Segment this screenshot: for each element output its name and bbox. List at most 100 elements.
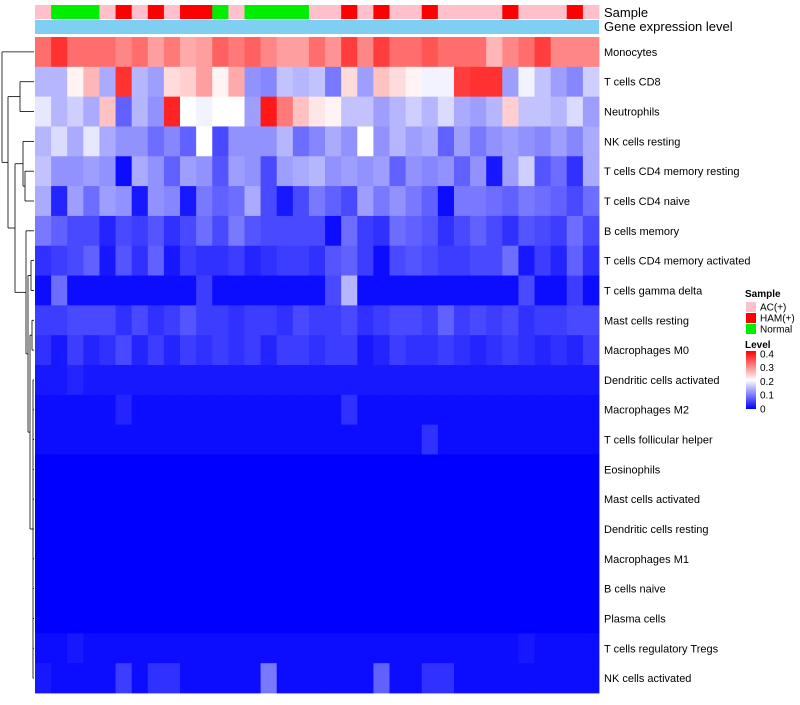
heatmap-cell [228,66,245,98]
heatmap-cell [292,186,310,217]
heatmap-cell [325,454,342,485]
heatmap-cell [373,245,390,276]
heatmap-cell [357,37,374,68]
sample-annotation-cell [389,5,407,19]
heatmap-cell [453,663,471,694]
heatmap-cell [292,573,310,604]
heatmap-cell [228,126,245,157]
heatmap-cell [51,514,68,545]
heatmap-cell [163,335,181,366]
heatmap-cell [276,186,294,217]
heatmap-cell [373,365,390,396]
heatmap-cell [196,305,213,336]
heatmap-cell [35,245,52,276]
heatmap-cell [405,543,423,575]
heatmap-cell [357,186,374,217]
heatmap-cell [276,603,294,634]
heatmap-cell [470,514,487,545]
heatmap-cell [99,156,116,187]
heatmap-cell [276,365,294,396]
heatmap-cell [244,394,261,426]
heatmap-cell [147,305,165,336]
heatmap-cell [83,245,100,276]
legend-level-tick: 0.4 [760,349,774,360]
heatmap-cell [244,215,261,247]
heatmap-cell [518,215,535,247]
heatmap-cell [518,603,535,634]
heatmap-cell [405,37,423,68]
heatmap-cell [83,156,100,187]
heatmap-cell [83,305,100,336]
heatmap-cell [196,37,213,68]
heatmap-cell [373,394,390,426]
heatmap-cell [405,245,423,276]
heatmap-cell [163,305,181,336]
heatmap-cell [83,126,100,157]
row-label: Eosinophils [604,464,661,476]
heatmap-cell [212,66,229,98]
heatmap-cell [373,454,390,485]
heatmap-cell [35,484,52,515]
heatmap-cell [147,66,165,98]
heatmap-cell [405,633,423,664]
heatmap-cell [470,66,487,98]
heatmap-cell [260,96,278,127]
heatmap-cell [244,573,261,604]
heatmap-cell [131,37,149,68]
heatmap-cell [115,37,133,68]
sample-annotation-cell [51,5,68,19]
heatmap-cell [470,424,487,455]
row-label: Plasma cells [604,614,666,626]
heatmap-cell [421,394,439,426]
heatmap-cell [35,543,52,575]
heatmap-cell [437,663,455,694]
heatmap-cell [357,424,374,455]
heatmap-cell [83,215,100,247]
heatmap-cell [147,186,165,217]
heatmap-cell [453,633,471,664]
heatmap-cell [502,66,519,98]
heatmap-cell [518,454,535,485]
heatmap-cell [115,424,133,455]
heatmap-cell [389,37,407,68]
heatmap-cell [518,484,535,515]
heatmap-cell [163,633,181,664]
heatmap-cell [35,66,52,98]
heatmap-cell [67,96,84,127]
heatmap-cell [276,335,294,366]
heatmap-cell [534,603,552,634]
heatmap-cell [163,573,181,604]
heatmap-cell [341,186,358,217]
heatmap-cell [421,573,439,604]
heatmap-cell [373,275,390,306]
heatmap-cell [180,514,197,545]
heatmap-cell [292,156,310,187]
heatmap-cell [51,663,68,694]
heatmap-cell [115,96,133,127]
heatmap-cell [212,96,229,127]
heatmap-cell [486,215,503,247]
heatmap-cell [244,186,261,217]
heatmap-cell [163,186,181,217]
heatmap-cell [389,186,407,217]
heatmap-cell [228,514,245,545]
heatmap-cell [83,275,100,306]
heatmap-cell [276,66,294,98]
heatmap-cell [292,275,310,306]
heatmap-cell [308,543,326,575]
heatmap-cell [518,96,535,127]
heatmap-cell [51,454,68,485]
heatmap-cell [308,126,326,157]
heatmap-cell [99,96,116,127]
heatmap-cell [550,335,568,366]
sample-annotation-cell [67,5,84,19]
heatmap-cell [67,66,84,98]
heatmap-cell [453,66,471,98]
heatmap-cells [35,37,600,694]
heatmap-cell [99,484,116,515]
heatmap-cell [470,603,487,634]
heatmap-cell [292,603,310,634]
heatmap-cell [83,96,100,127]
heatmap-cell [325,96,342,127]
